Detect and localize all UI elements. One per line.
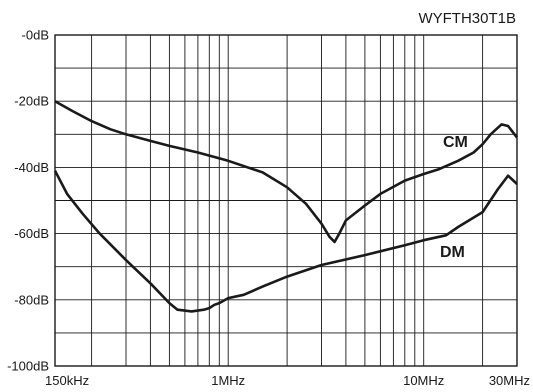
x-tick-label: 1MHz — [211, 373, 245, 388]
y-tick-label: -100dB — [7, 359, 49, 374]
y-tick-label: -0dB — [22, 28, 49, 43]
series-label-cm: CM — [443, 134, 468, 151]
x-tick-label: 30MHz — [489, 373, 530, 388]
x-tick-label: 150kHz — [45, 373, 89, 388]
series-line-dm — [53, 170, 518, 313]
y-tick-label: -80dB — [14, 292, 49, 307]
y-tick-label: -60dB — [14, 226, 49, 241]
y-tick-label: -20dB — [14, 94, 49, 109]
series-label-dm: DM — [440, 244, 465, 261]
plot-frame — [54, 34, 518, 367]
grid — [55, 35, 517, 366]
chart-title: WYFTH30T1B — [418, 10, 516, 27]
x-tick-label: 10MHz — [403, 373, 444, 388]
series-line-cm — [54, 100, 519, 244]
y-tick-label: -40dB — [14, 160, 49, 175]
series-layer — [53, 100, 519, 313]
